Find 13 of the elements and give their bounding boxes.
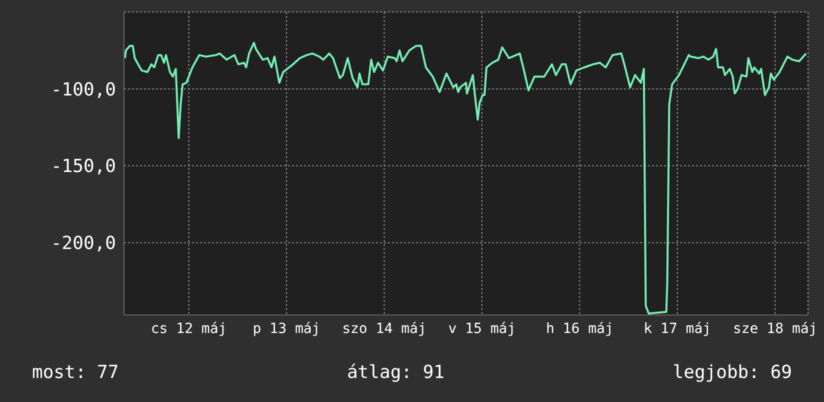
y-tick-label: -200,0 bbox=[50, 233, 116, 254]
y-tick-label: -100,0 bbox=[50, 79, 116, 100]
x-tick-label: v 15 máj bbox=[448, 320, 516, 337]
x-tick-label: szo 14 máj bbox=[342, 320, 426, 337]
y-tick-label: -150,0 bbox=[50, 156, 116, 178]
x-tick-label: p 13 máj bbox=[252, 320, 320, 337]
text: legjobb: 69 bbox=[672, 362, 792, 383]
text: most: 77 bbox=[32, 362, 119, 383]
text: átlag: 91 bbox=[346, 362, 445, 383]
x-tick-label: h 16 máj bbox=[546, 320, 614, 337]
x-tick-label: sze 18 máj bbox=[732, 320, 818, 337]
x-tick-label: cs 12 máj bbox=[150, 320, 227, 337]
x-tick-label: k 17 máj bbox=[644, 320, 712, 337]
